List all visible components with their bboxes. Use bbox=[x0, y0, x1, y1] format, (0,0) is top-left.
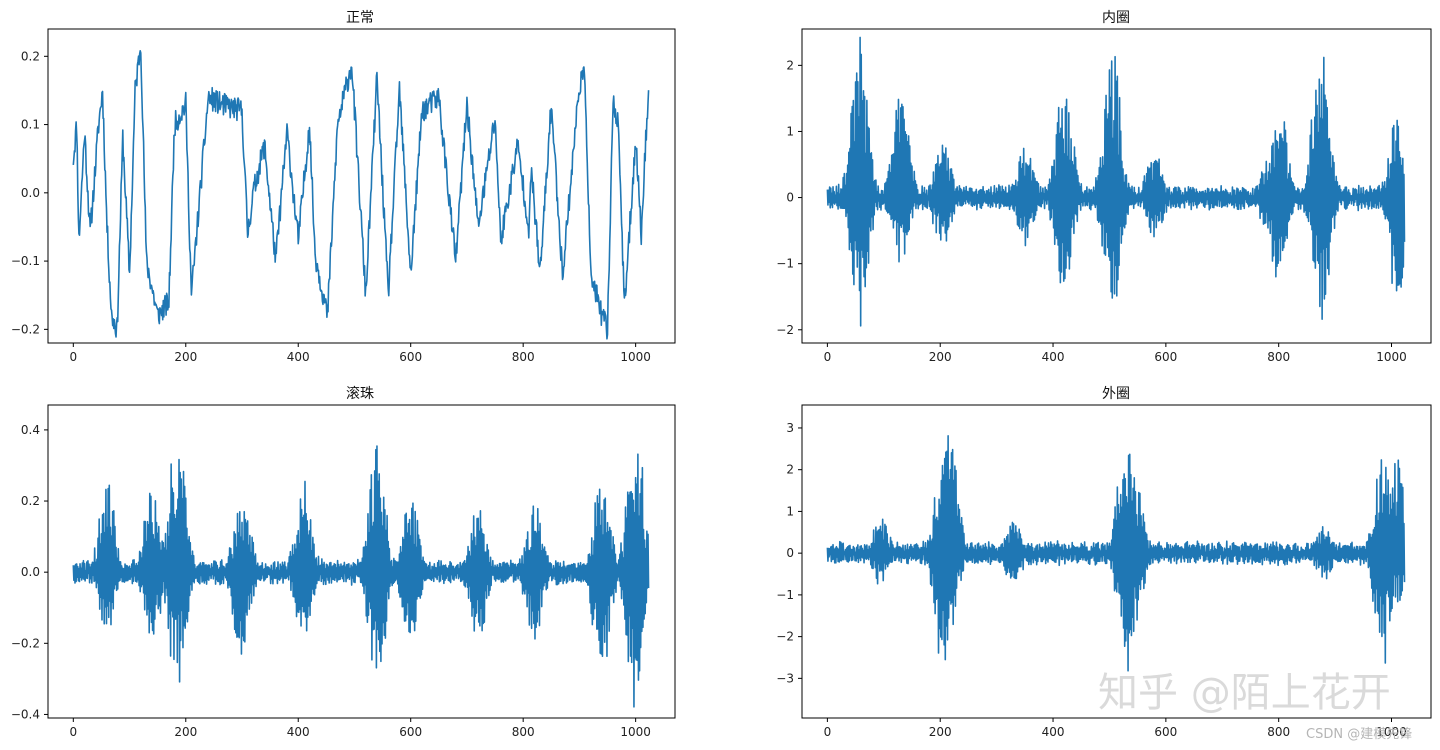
x-tick-label: 400 bbox=[287, 725, 310, 739]
y-tick-label: −0.2 bbox=[11, 636, 40, 650]
x-tick-label: 600 bbox=[1154, 725, 1177, 739]
x-tick-label: 600 bbox=[399, 725, 422, 739]
y-tick-label: 1 bbox=[786, 504, 794, 518]
x-tick-label: 800 bbox=[512, 350, 535, 364]
axes-frame bbox=[47, 28, 676, 344]
y-tick-label: −0.4 bbox=[11, 707, 40, 721]
axes-frame bbox=[801, 28, 1432, 344]
y-tick-label: −2 bbox=[776, 630, 794, 644]
x-tick-label: 600 bbox=[1154, 350, 1177, 364]
y-tick-label: 0 bbox=[786, 191, 794, 205]
csdn-watermark: CSDN @建模先锋 bbox=[1306, 727, 1412, 742]
y-tick-label: 0.0 bbox=[21, 186, 40, 200]
x-tick-label: 200 bbox=[929, 725, 952, 739]
subplot-outer-race: 外圈 0 200 400 600 800 1000 −3 −2 −1 0 1 2 3 bbox=[776, 386, 1432, 739]
y-tick-label: 2 bbox=[786, 463, 794, 477]
x-tick-label: 1000 bbox=[1376, 350, 1407, 364]
subplot-title: 内圈 bbox=[1102, 10, 1130, 26]
x-tick-label: 1000 bbox=[1376, 725, 1407, 739]
x-tick-label: 200 bbox=[929, 350, 952, 364]
x-tick-label: 600 bbox=[399, 350, 422, 364]
y-tick-label: −1 bbox=[776, 588, 794, 602]
subplot-title: 滚珠 bbox=[346, 385, 374, 402]
y-tick-label: 0.2 bbox=[21, 49, 40, 63]
x-tick-label: 800 bbox=[512, 725, 535, 739]
x-tick-label: 400 bbox=[1042, 725, 1065, 739]
series-line bbox=[72, 445, 650, 708]
y-tick-label: 0.1 bbox=[21, 118, 40, 132]
x-tick-label: 200 bbox=[174, 725, 197, 739]
axes-frame bbox=[801, 404, 1432, 719]
series-line bbox=[826, 435, 1406, 672]
series-line bbox=[72, 49, 650, 340]
y-tick-label: −2 bbox=[776, 323, 794, 337]
y-tick-label: 0 bbox=[786, 546, 794, 560]
y-tick-label: −0.2 bbox=[11, 322, 40, 336]
x-tick-label: 0 bbox=[824, 350, 832, 364]
zhihu-watermark: 知乎 @陌上花开 bbox=[1098, 670, 1391, 716]
x-tick-label: 1000 bbox=[620, 350, 651, 364]
x-tick-label: 0 bbox=[69, 725, 77, 739]
series-line bbox=[826, 36, 1406, 327]
y-tick-label: 0.2 bbox=[21, 494, 40, 508]
y-tick-label: 3 bbox=[786, 421, 794, 435]
y-tick-label: −1 bbox=[776, 257, 794, 271]
x-tick-label: 0 bbox=[824, 725, 832, 739]
x-tick-label: 400 bbox=[1042, 350, 1065, 364]
y-tick-label: 2 bbox=[786, 58, 794, 72]
y-tick-label: −0.1 bbox=[11, 254, 40, 268]
y-tick-label: −3 bbox=[776, 671, 794, 685]
x-tick-label: 800 bbox=[1267, 725, 1290, 739]
x-tick-label: 200 bbox=[174, 350, 197, 364]
x-tick-label: 800 bbox=[1267, 350, 1290, 364]
y-tick-label: 0.0 bbox=[21, 565, 40, 579]
x-tick-label: 400 bbox=[287, 350, 310, 364]
y-tick-label: 0.4 bbox=[21, 423, 40, 437]
axes-frame bbox=[47, 404, 676, 719]
x-tick-label: 0 bbox=[69, 350, 77, 364]
subplot-title: 正常 bbox=[346, 10, 374, 26]
subplot-title: 外圈 bbox=[1102, 386, 1130, 402]
x-tick-label: 1000 bbox=[620, 725, 651, 739]
subplot-inner-race: 内圈 0 200 400 600 800 1000 −2 −1 0 1 2 bbox=[776, 10, 1432, 364]
y-tick-label: 1 bbox=[786, 124, 794, 138]
subplot-ball: 滚珠 0 200 400 600 800 1000 −0.4 −0.2 0.0 0.2 0.4 bbox=[11, 385, 676, 739]
subplot-normal: 正常 0 200 400 600 800 1000 −0.2 −0.1 0.0 0.1 0.2 bbox=[11, 10, 676, 364]
